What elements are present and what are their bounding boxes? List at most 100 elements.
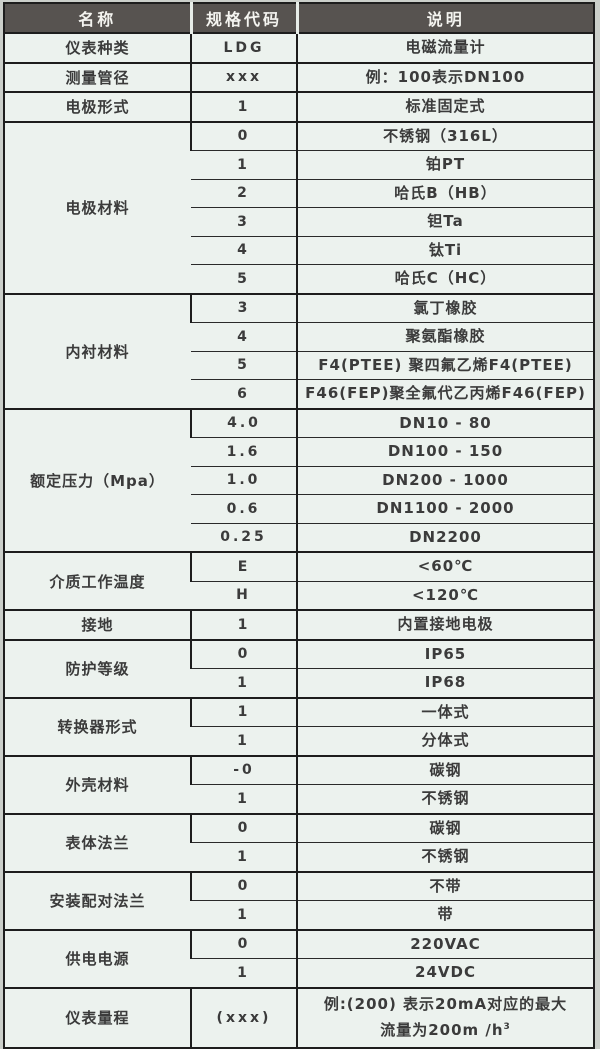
desc-cell: 例：100表示DN100 (296, 61, 594, 92)
table-row: 仪表量程 (xxx) 例:(200) 表示20mA对应的最大 流量为200m /h3 (4, 986, 594, 1048)
group-label-cell: 防护等级 (4, 638, 191, 698)
code-cell: -0 (190, 754, 297, 785)
code-cell: 0 (190, 120, 297, 151)
group-label-cell: 外壳材料 (4, 754, 191, 814)
table-row: 表体法兰 0 碳钢 (4, 812, 594, 872)
code-cell: 0 (190, 638, 297, 669)
desc-cell: DN2200 (296, 522, 594, 552)
code-cell: 0.6 (191, 494, 297, 523)
code-cell: 4 (191, 235, 297, 265)
group-label-cell: 测量管径 (4, 61, 191, 92)
group-label-cell: 供电电源 (4, 928, 191, 988)
table-row: 介质工作温度 E <60℃ (4, 551, 594, 610)
table-row: 1 铂PT (4, 150, 594, 179)
group-label-cell: 电极材料 (4, 120, 191, 294)
code-cell: 1 (191, 784, 297, 814)
desc-cell: F4(PTEE) 聚四氟乙烯F4(PTEE) (296, 350, 594, 380)
desc-cell: 铂PT (296, 150, 594, 179)
code-cell: E (190, 551, 297, 581)
desc-cell: DN10 - 80 (296, 407, 594, 438)
desc-cell: 24VDC (296, 958, 594, 988)
header-row: 名称 规格代码 说明 (4, 3, 594, 34)
group-label-cell: 仪表种类 (4, 32, 191, 63)
code-cell: 1.6 (191, 437, 297, 466)
code-cell: 1 (190, 91, 297, 122)
table-row: 额定压力（Mpa） 4.0 DN10 - 80 (4, 407, 594, 552)
group-label-cell: 介质工作温度 (4, 551, 191, 610)
desc-cell: 不带 (296, 870, 594, 901)
spec-table: 名称 规格代码 说明 仪表种类 LDG 电磁流量计测量管径 xxx 例：100表示DN1… (3, 2, 595, 1049)
header-name: 名称 (4, 3, 191, 34)
code-cell: (xxx) (190, 986, 297, 1048)
group-label-cell: 表体法兰 (4, 812, 191, 872)
group-label-cell: 额定压力（Mpa） (4, 407, 191, 552)
group-label-cell: 仪表量程 (4, 986, 191, 1048)
table-row: 2 哈氏B（HB） (4, 178, 594, 208)
desc-cell: 氯丁橡胶 (296, 292, 594, 323)
table-row: 0.6 DN1100 - 2000 (4, 494, 594, 523)
desc-cell: 哈氏C（HC） (296, 264, 594, 294)
table-row: 4 聚氨酯橡胶 (4, 322, 594, 351)
code-cell: 1 (191, 150, 297, 179)
desc-cell: 碳钢 (296, 812, 594, 843)
code-cell: H (191, 580, 297, 610)
desc-cell: 例:(200) 表示20mA对应的最大 流量为200m /h3 (296, 986, 594, 1048)
table-row: 4 钛Ti (4, 235, 594, 265)
table-row: 电极材料 0 不锈钢（316L） (4, 120, 594, 294)
code-cell: 0 (190, 812, 297, 843)
spec-table-body: 仪表种类 LDG 电磁流量计 测量管径 xxx 例：100表示DN100 电极形式 1 标准固定… (4, 32, 594, 1048)
code-cell: 3 (191, 207, 297, 236)
desc-cell: 电磁流量计 (296, 32, 594, 63)
code-cell: 0 (190, 928, 297, 959)
desc-cell: IP68 (296, 668, 594, 698)
desc-cell: 内置接地电极 (296, 609, 594, 640)
desc-cell: <60℃ (296, 551, 594, 581)
table-row: 转换器形式 1 一体式 (4, 696, 594, 756)
desc-cell: 钽Ta (296, 207, 594, 236)
code-cell: 3 (190, 292, 297, 323)
desc-cell: DN200 - 1000 (296, 465, 594, 495)
desc-cell: F46(FEP)聚全氟代乙丙烯F46(FEP) (296, 379, 594, 409)
table-row: 5 哈氏C（HC） (4, 264, 594, 294)
table-row: 外壳材料 -0 碳钢 (4, 754, 594, 814)
code-cell: LDG (190, 32, 297, 63)
table-row: 电极形式 1 标准固定式 (4, 91, 594, 122)
table-row: 内衬材料 3 氯丁橡胶 (4, 292, 594, 409)
code-cell: 4 (191, 322, 297, 351)
table-row: 供电电源 0 220VAC (4, 928, 594, 988)
table-row: 1 分体式 (4, 726, 594, 756)
table-row: 0.25 DN2200 (4, 522, 594, 552)
cubic-meter-superscript: 3 (503, 1021, 511, 1032)
code-cell: 1 (191, 668, 297, 698)
table-row: 防护等级 0 IP65 (4, 638, 594, 698)
table-row: 5 F4(PTEE) 聚四氟乙烯F4(PTEE) (4, 350, 594, 380)
code-cell: 1 (191, 726, 297, 756)
code-cell: 1 (191, 900, 297, 930)
header-code: 规格代码 (189, 3, 297, 34)
table-row: 安装配对法兰 0 不带 (4, 870, 594, 930)
group-label-cell: 转换器形式 (4, 696, 191, 756)
code-cell: 1.0 (191, 465, 297, 495)
code-cell: 0.25 (191, 522, 297, 552)
desc-cell: 标准固定式 (296, 91, 594, 122)
table-row: 3 钽Ta (4, 207, 594, 236)
code-cell: 1 (191, 958, 297, 988)
desc-cell: 聚氨酯橡胶 (296, 322, 594, 351)
code-cell: 5 (191, 350, 297, 380)
table-row: 1.0 DN200 - 1000 (4, 465, 594, 495)
table-row: 1 不锈钢 (4, 842, 594, 872)
table-row: 接地 1 内置接地电极 (4, 609, 594, 640)
code-cell: xxx (190, 61, 297, 92)
desc-cell: 220VAC (296, 928, 594, 959)
code-cell: 0 (190, 870, 297, 901)
desc-cell: 一体式 (296, 696, 594, 727)
code-cell: 1 (190, 696, 297, 727)
group-label-cell: 电极形式 (4, 91, 191, 122)
desc-cell: <120℃ (296, 580, 594, 610)
desc-cell: 带 (296, 900, 594, 930)
group-label-cell: 安装配对法兰 (4, 870, 191, 930)
group-label-cell: 接地 (4, 609, 191, 640)
code-cell: 5 (191, 264, 297, 294)
group-label-cell: 内衬材料 (4, 292, 191, 409)
